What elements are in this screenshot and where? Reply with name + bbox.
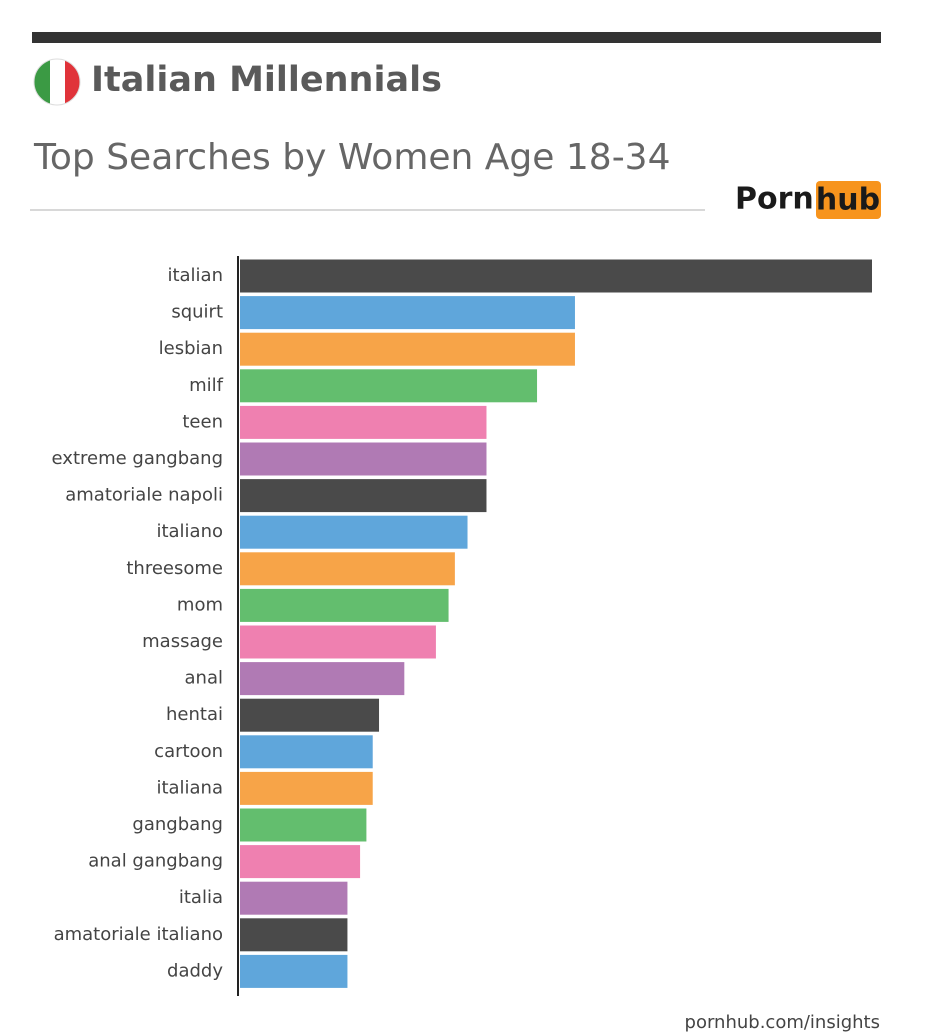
- logo-box: [816, 181, 881, 219]
- y-tick-label: amatoriale italiano: [54, 924, 223, 945]
- bar: [240, 954, 348, 988]
- y-tick-label: gangbang: [132, 814, 223, 835]
- bar: [240, 515, 468, 549]
- bar: [240, 369, 538, 403]
- logo-text: Porn: [735, 182, 814, 217]
- bar: [240, 918, 348, 952]
- bar: [240, 662, 405, 696]
- logo-text: hub: [816, 183, 880, 218]
- flag-ring: [33, 58, 81, 106]
- y-tick-label: threesome: [126, 558, 223, 579]
- bar: [240, 479, 487, 513]
- y-tick-label: massage: [142, 631, 223, 652]
- y-tick-label: italiana: [156, 777, 223, 798]
- y-tick-label: daddy: [167, 960, 223, 981]
- bar: [240, 552, 455, 586]
- y-tick-label: lesbian: [159, 338, 223, 359]
- y-tick-label: italiano: [156, 521, 223, 542]
- y-tick-label: italian: [167, 265, 223, 286]
- bar: [240, 442, 487, 476]
- bar: [240, 771, 373, 805]
- flag: [34, 59, 80, 105]
- y-tick-label: hentai: [166, 704, 223, 725]
- y-tick-label: anal gangbang: [88, 851, 223, 872]
- bar: [240, 332, 575, 366]
- y-tick-label: amatoriale napoli: [65, 485, 223, 506]
- bar: [240, 588, 449, 622]
- bar: [240, 808, 367, 842]
- source: pornhub.com/insights: [685, 1012, 880, 1033]
- bar: [240, 698, 380, 732]
- chart-title: Italian Millennials: [91, 60, 442, 100]
- bar: [240, 296, 575, 330]
- bar: [240, 845, 361, 879]
- bar: [240, 881, 348, 915]
- bar: [240, 625, 436, 659]
- bar: [240, 735, 373, 769]
- y-tick-label: mom: [177, 594, 223, 615]
- bar: [240, 259, 872, 293]
- bar: [240, 405, 487, 439]
- y-tick-label: anal: [185, 668, 223, 689]
- y-tick-label: milf: [189, 375, 224, 396]
- y-tick-label: extreme gangbang: [52, 448, 223, 469]
- top-rule: [32, 32, 881, 43]
- chart-subtitle: Top Searches by Women Age 18-34: [33, 137, 671, 178]
- y-tick-label: italia: [179, 887, 223, 908]
- y-tick-label: cartoon: [154, 741, 223, 762]
- y-tick-label: squirt: [171, 302, 223, 323]
- y-tick-label: teen: [182, 411, 223, 432]
